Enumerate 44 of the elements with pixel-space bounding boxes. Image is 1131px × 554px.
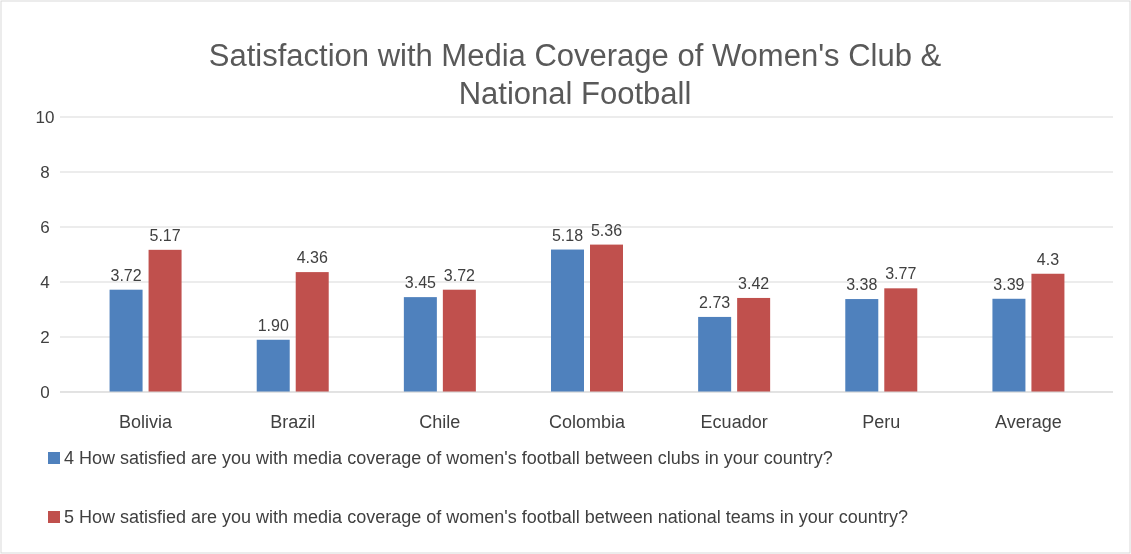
x-tick-label: Chile bbox=[419, 412, 461, 432]
x-tick-label: Brazil bbox=[270, 412, 316, 432]
data-label: 4.36 bbox=[296, 249, 328, 267]
data-label: 3.39 bbox=[993, 275, 1025, 293]
data-label: 5.18 bbox=[551, 226, 584, 244]
x-tick-label: Colombia bbox=[548, 412, 626, 432]
data-label: 2.73 bbox=[699, 293, 731, 311]
y-tick-label: 0 bbox=[40, 383, 50, 402]
legend-label: 5 How satisfied are you with media coverage of women's football between national teams in your country? bbox=[64, 507, 908, 527]
bar bbox=[845, 299, 879, 392]
x-tick-label: Ecuador bbox=[700, 412, 768, 432]
chart-title: Satisfaction with Media Coverage of Women's Club & National Football bbox=[208, 38, 942, 111]
y-tick-label: 10 bbox=[35, 108, 55, 127]
bar bbox=[148, 249, 182, 392]
bar bbox=[109, 289, 143, 392]
bar bbox=[403, 297, 437, 392]
data-label: 3.42 bbox=[738, 274, 770, 292]
bar bbox=[442, 289, 476, 392]
data-label: 3.72 bbox=[443, 266, 476, 284]
bar bbox=[884, 288, 918, 392]
bar bbox=[737, 297, 771, 392]
data-label: 3.77 bbox=[885, 265, 917, 283]
bar bbox=[295, 272, 329, 392]
y-tick-label: 6 bbox=[40, 218, 50, 237]
data-label: 5.36 bbox=[590, 221, 623, 239]
data-label: 3.45 bbox=[404, 274, 437, 292]
bar bbox=[1031, 273, 1065, 392]
y-tick-label: 8 bbox=[40, 163, 50, 182]
x-tick-label: Bolivia bbox=[119, 412, 174, 432]
x-tick-label: Peru bbox=[862, 412, 901, 432]
y-tick-label: 2 bbox=[40, 328, 50, 347]
data-label: 1.90 bbox=[257, 316, 289, 334]
data-label: 3.38 bbox=[846, 276, 878, 294]
bar bbox=[590, 244, 623, 392]
x-tick-label: Average bbox=[995, 412, 1062, 432]
bar bbox=[256, 339, 290, 392]
y-tick-label: 4 bbox=[40, 273, 50, 292]
bar bbox=[992, 298, 1026, 392]
data-label: 5.17 bbox=[149, 226, 181, 244]
data-label: 4.3 bbox=[1036, 250, 1060, 268]
bar bbox=[698, 316, 732, 392]
legend-label: 4 How satisfied are you with media coverage of women's football between clubs in your country? bbox=[64, 448, 833, 468]
bar bbox=[551, 249, 584, 392]
data-label: 3.72 bbox=[110, 266, 142, 284]
